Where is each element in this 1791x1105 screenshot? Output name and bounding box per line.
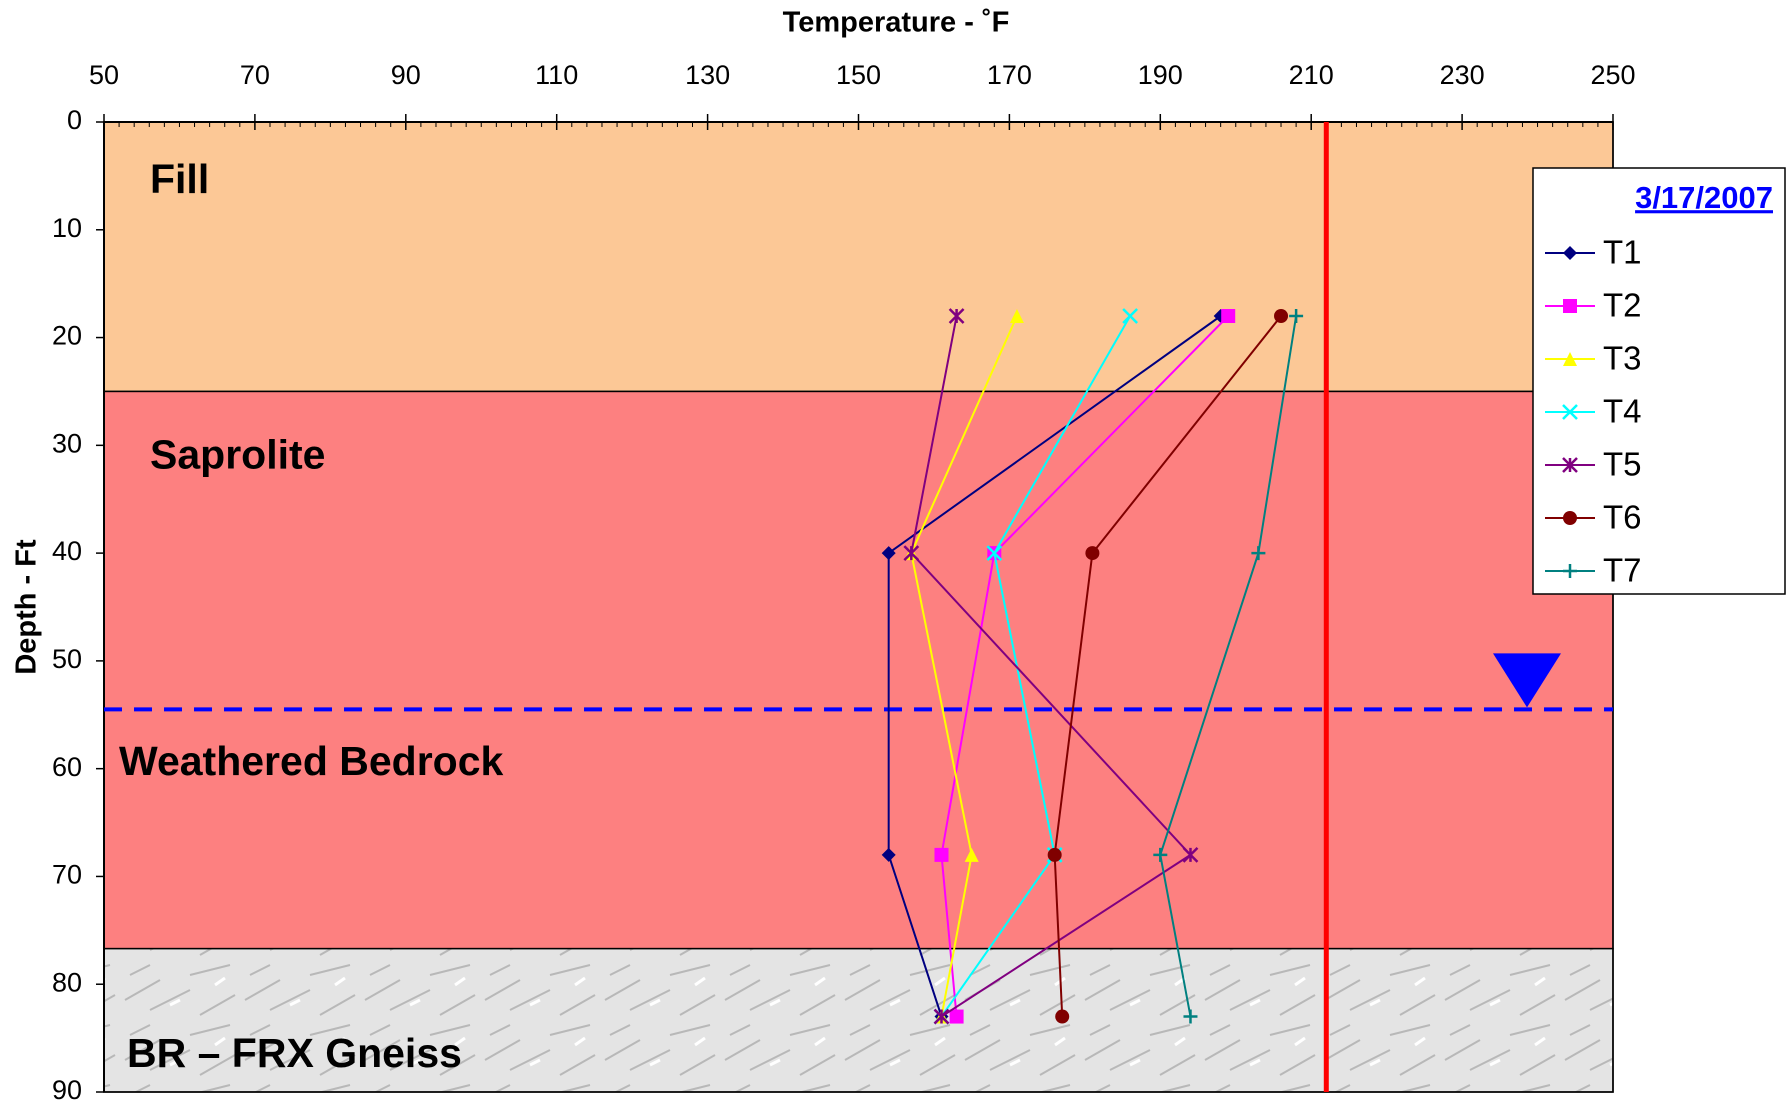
x-tick-label: 190 xyxy=(1138,60,1183,90)
y-tick-label: 60 xyxy=(52,752,82,782)
x-tick-label: 50 xyxy=(89,60,119,90)
x-tick-label: 110 xyxy=(535,60,578,90)
marker xyxy=(1563,299,1577,313)
x-tick-label: 70 xyxy=(240,60,270,90)
legend-box xyxy=(1533,168,1785,594)
legend-label: T3 xyxy=(1603,340,1642,377)
y-tick-label: 40 xyxy=(52,536,82,566)
x-tick-label: 170 xyxy=(987,60,1032,90)
legend-label: T1 xyxy=(1603,234,1642,271)
soil-layer xyxy=(104,391,1613,948)
marker xyxy=(1055,1010,1069,1024)
chart: Temperature - ˚F Depth - Ft Weathered Be… xyxy=(0,0,1791,1105)
layer-label: Saprolite xyxy=(150,431,325,477)
layer-label: BR – FRX Gneiss xyxy=(127,1030,462,1076)
marker xyxy=(1563,511,1577,525)
y-tick-label: 90 xyxy=(52,1075,82,1105)
y-tick-label: 10 xyxy=(52,213,82,243)
y-tick-label: 20 xyxy=(52,321,82,351)
y-tick-label: 30 xyxy=(52,428,82,458)
legend-label: T5 xyxy=(1603,446,1642,483)
marker xyxy=(1274,309,1288,323)
legend-label: T7 xyxy=(1603,552,1642,589)
x-tick-label: 90 xyxy=(391,60,421,90)
legend-title: 3/17/2007 xyxy=(1635,180,1773,215)
legend-label: T4 xyxy=(1603,393,1642,430)
x-tick-label: 130 xyxy=(685,60,730,90)
layer-annotation: Weathered Bedrock xyxy=(119,738,504,784)
y-tick-label: 50 xyxy=(52,644,82,674)
marker xyxy=(1085,546,1099,560)
marker xyxy=(1221,309,1235,323)
legend-label: T6 xyxy=(1603,499,1642,536)
x-tick-label: 230 xyxy=(1440,60,1485,90)
marker xyxy=(1048,848,1062,862)
layer-label: Fill xyxy=(150,156,209,202)
x-tick-label: 210 xyxy=(1289,60,1334,90)
legend-label: T2 xyxy=(1603,287,1642,324)
x-tick-label: 250 xyxy=(1590,60,1635,90)
y-tick-label: 80 xyxy=(52,967,82,997)
y-tick-label: 0 xyxy=(67,105,82,135)
marker xyxy=(934,848,948,862)
marker xyxy=(950,1010,964,1024)
soil-layer xyxy=(104,122,1613,391)
y-tick-label: 70 xyxy=(52,860,82,890)
y-axis-title: Depth - Ft xyxy=(11,539,43,675)
x-axis-title: Temperature - ˚F xyxy=(783,7,1010,39)
x-tick-label: 150 xyxy=(836,60,881,90)
